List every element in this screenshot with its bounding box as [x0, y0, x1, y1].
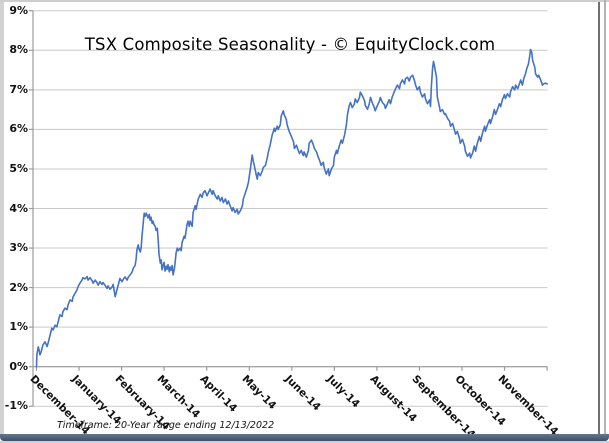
y-axis-label: 3%: [9, 241, 28, 255]
chart-right-border: [598, 2, 600, 435]
window-left-edge: [0, 0, 4, 438]
window-bottom-bar: [0, 434, 609, 441]
y-axis-label: 8%: [9, 43, 28, 57]
y-axis-label: 4%: [9, 201, 28, 215]
y-axis-label: 6%: [9, 122, 28, 136]
y-axis-label: 1%: [9, 320, 28, 334]
y-axis-label: 5%: [9, 161, 28, 175]
y-axis-label: 9%: [9, 3, 28, 17]
y-axis-label: 0%: [9, 359, 28, 373]
timeframe-footnote: Timeframe: 20-Year range ending 12/13/20…: [57, 420, 275, 431]
seasonality-line: [35, 48, 548, 368]
y-axis-label: 7%: [9, 82, 28, 96]
chart-title: TSX Composite Seasonality - © EquityCloc…: [84, 35, 496, 54]
window-top-edge: [0, 0, 609, 2]
y-axis-label: -1%: [4, 399, 28, 413]
window-bottom-highlight: [0, 441, 609, 443]
window-right-edge: [604, 0, 606, 438]
y-axis-label: 2%: [9, 280, 28, 294]
